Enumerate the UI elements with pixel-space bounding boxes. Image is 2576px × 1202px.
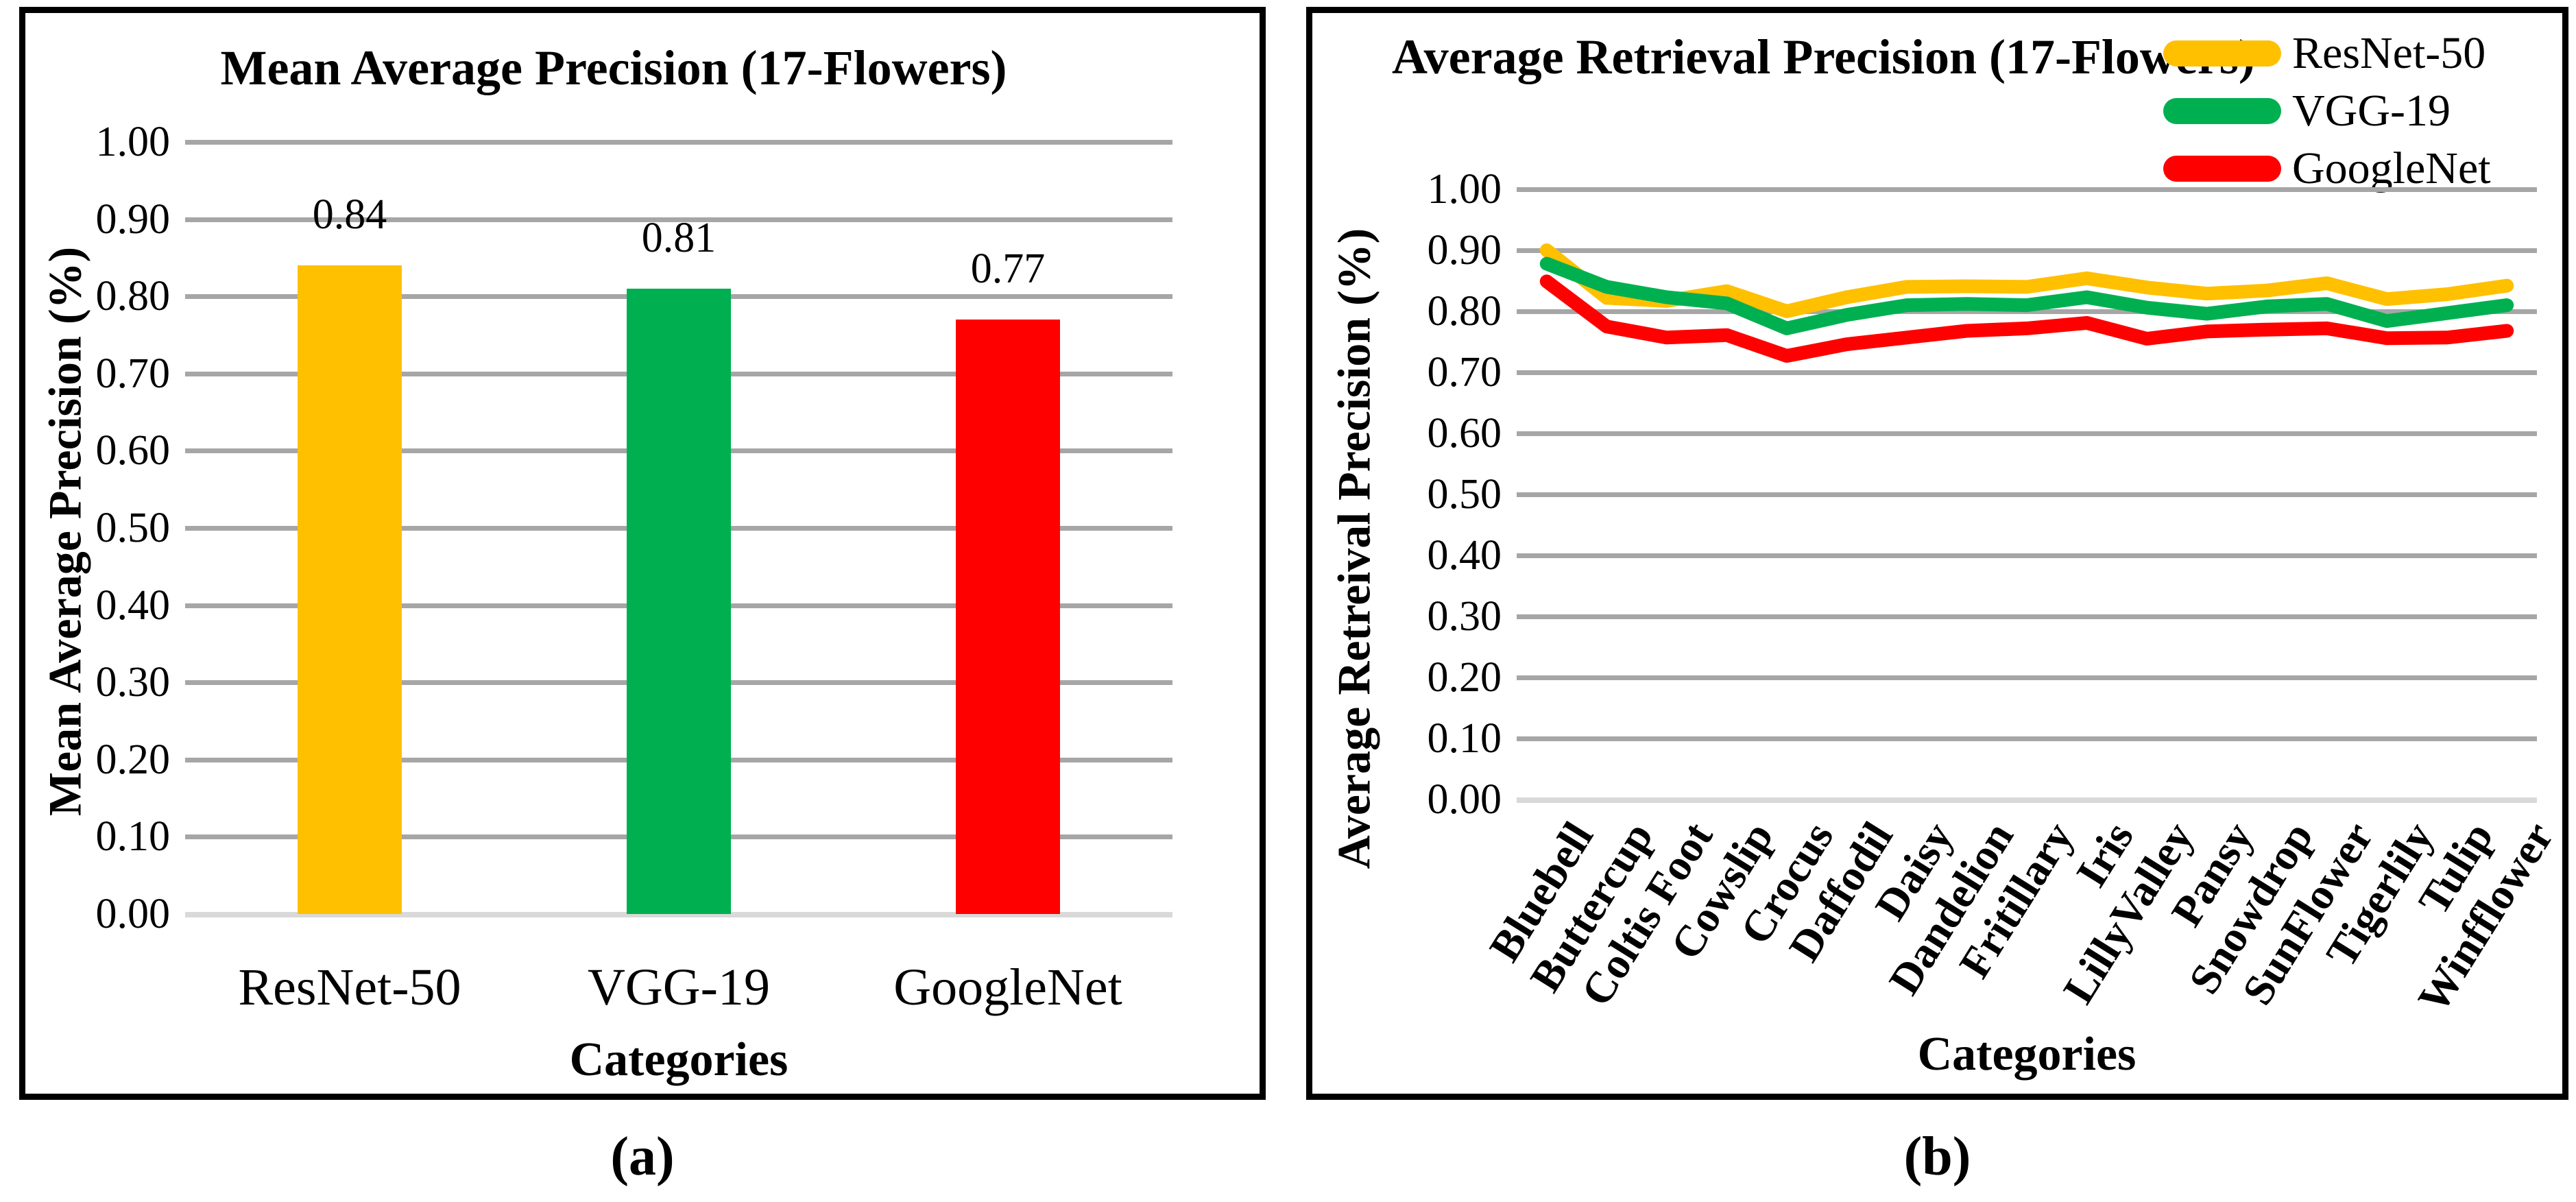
bar-value-label: 0.81 xyxy=(641,214,717,261)
y-tick-label: 0.70 xyxy=(1427,349,1502,396)
bar-chart-title: Mean Average Precision (17-Flowers) xyxy=(220,40,1007,95)
gridline xyxy=(1517,675,2537,680)
y-tick-label: 0.80 xyxy=(1427,288,1502,335)
bar-googlenet xyxy=(956,319,1060,914)
legend-swatch-vgg-19 xyxy=(2163,98,2281,124)
figure-caption-b: (b) xyxy=(1903,1127,1971,1187)
gridline xyxy=(1517,614,2537,619)
legend-swatch-googlenet xyxy=(2163,156,2281,182)
y-tick-label: 1.00 xyxy=(95,119,171,165)
y-tick-label: 0.70 xyxy=(95,350,171,397)
y-tick-label: 0.00 xyxy=(95,891,171,937)
bar-chart-y-tick-labels: 1.00 0.90 0.80 0.70 0.60 0.50 0.40 0.30 0.20 0.10… xyxy=(21,119,171,937)
gridline xyxy=(1517,370,2537,375)
legend-item: GoogleNet xyxy=(2163,140,2491,197)
y-tick-label: 0.50 xyxy=(95,505,171,551)
line-chart-x-category-labels: Bluebell Buttercup Coltis Foot Cowslip Crocu… xyxy=(1480,813,2562,1039)
gridline xyxy=(1517,431,2537,436)
y-tick-label: 0.20 xyxy=(1427,654,1502,701)
y-tick-label: 0.10 xyxy=(95,813,171,861)
y-tick-label: 0.30 xyxy=(1427,593,1502,640)
line-chart-plot-area xyxy=(1517,187,2537,803)
gridline xyxy=(1517,797,2537,803)
bar-chart-plot-area: 0.84 0.81 0.77 xyxy=(185,140,1172,917)
y-tick-label: 0.90 xyxy=(1427,227,1502,274)
gridline xyxy=(1517,492,2537,497)
gridline xyxy=(1517,187,2537,192)
y-tick-label: 0.40 xyxy=(1427,532,1502,579)
y-tick-label: 0.80 xyxy=(95,273,171,320)
bar-chart-x-category-labels: ResNet-50 VGG-19 GoogleNet xyxy=(185,957,1172,1032)
y-tick-label: 0.00 xyxy=(1427,776,1502,823)
x-category-label: GoogleNet xyxy=(893,959,1122,1016)
gridline xyxy=(1517,736,2537,741)
y-tick-label: 0.60 xyxy=(95,427,171,474)
legend-label: ResNet-50 xyxy=(2292,28,2486,78)
x-category-label: VGG-19 xyxy=(588,959,770,1016)
x-category-label: ResNet-50 xyxy=(238,959,461,1016)
legend-label: VGG-19 xyxy=(2292,86,2451,136)
y-tick-label: 0.60 xyxy=(1427,410,1502,457)
y-tick-label: 0.30 xyxy=(95,659,171,706)
gridline xyxy=(185,912,1172,917)
line-series-resnet-50 xyxy=(1539,243,2514,318)
legend-swatch-resnet-50 xyxy=(2163,40,2281,67)
bar-vgg-19 xyxy=(627,288,731,914)
y-tick-label: 1.00 xyxy=(1427,166,1502,213)
line-series-canvas xyxy=(1539,243,2514,363)
line-series-googlenet xyxy=(1539,274,2514,363)
line-chart-y-tick-labels: 1.00 0.90 0.80 0.70 0.60 0.50 0.40 0.30 0.20 0.10… xyxy=(1347,166,1502,823)
y-tick-label: 0.20 xyxy=(95,736,171,783)
legend: ResNet-50 VGG-19 GoogleNet xyxy=(2163,25,2491,197)
y-tick-label: 0.90 xyxy=(95,195,171,243)
legend-item: VGG-19 xyxy=(2163,82,2491,140)
y-tick-label: 0.10 xyxy=(1427,715,1502,762)
legend-item: ResNet-50 xyxy=(2163,25,2491,82)
line-chart-title: Average Retrieval Precision (17-Flowers) xyxy=(1392,29,2255,84)
bar-resnet-50 xyxy=(298,265,402,914)
bar-value-label: 0.84 xyxy=(312,191,387,239)
bar-value-label: 0.77 xyxy=(970,245,1046,292)
gridline xyxy=(185,217,1172,222)
bar-chart-x-axis-title: Categories xyxy=(569,1033,789,1086)
gridline xyxy=(185,140,1172,145)
legend-label: GoogleNet xyxy=(2292,143,2491,193)
y-tick-label: 0.50 xyxy=(1427,471,1502,518)
figure-caption-a: (a) xyxy=(610,1127,675,1187)
gridline xyxy=(1517,248,2537,253)
line-chart-x-axis-title: Categories xyxy=(1917,1028,2136,1081)
y-tick-label: 0.40 xyxy=(95,581,171,629)
gridline xyxy=(1517,553,2537,558)
line-series-vgg-19 xyxy=(1539,256,2514,335)
